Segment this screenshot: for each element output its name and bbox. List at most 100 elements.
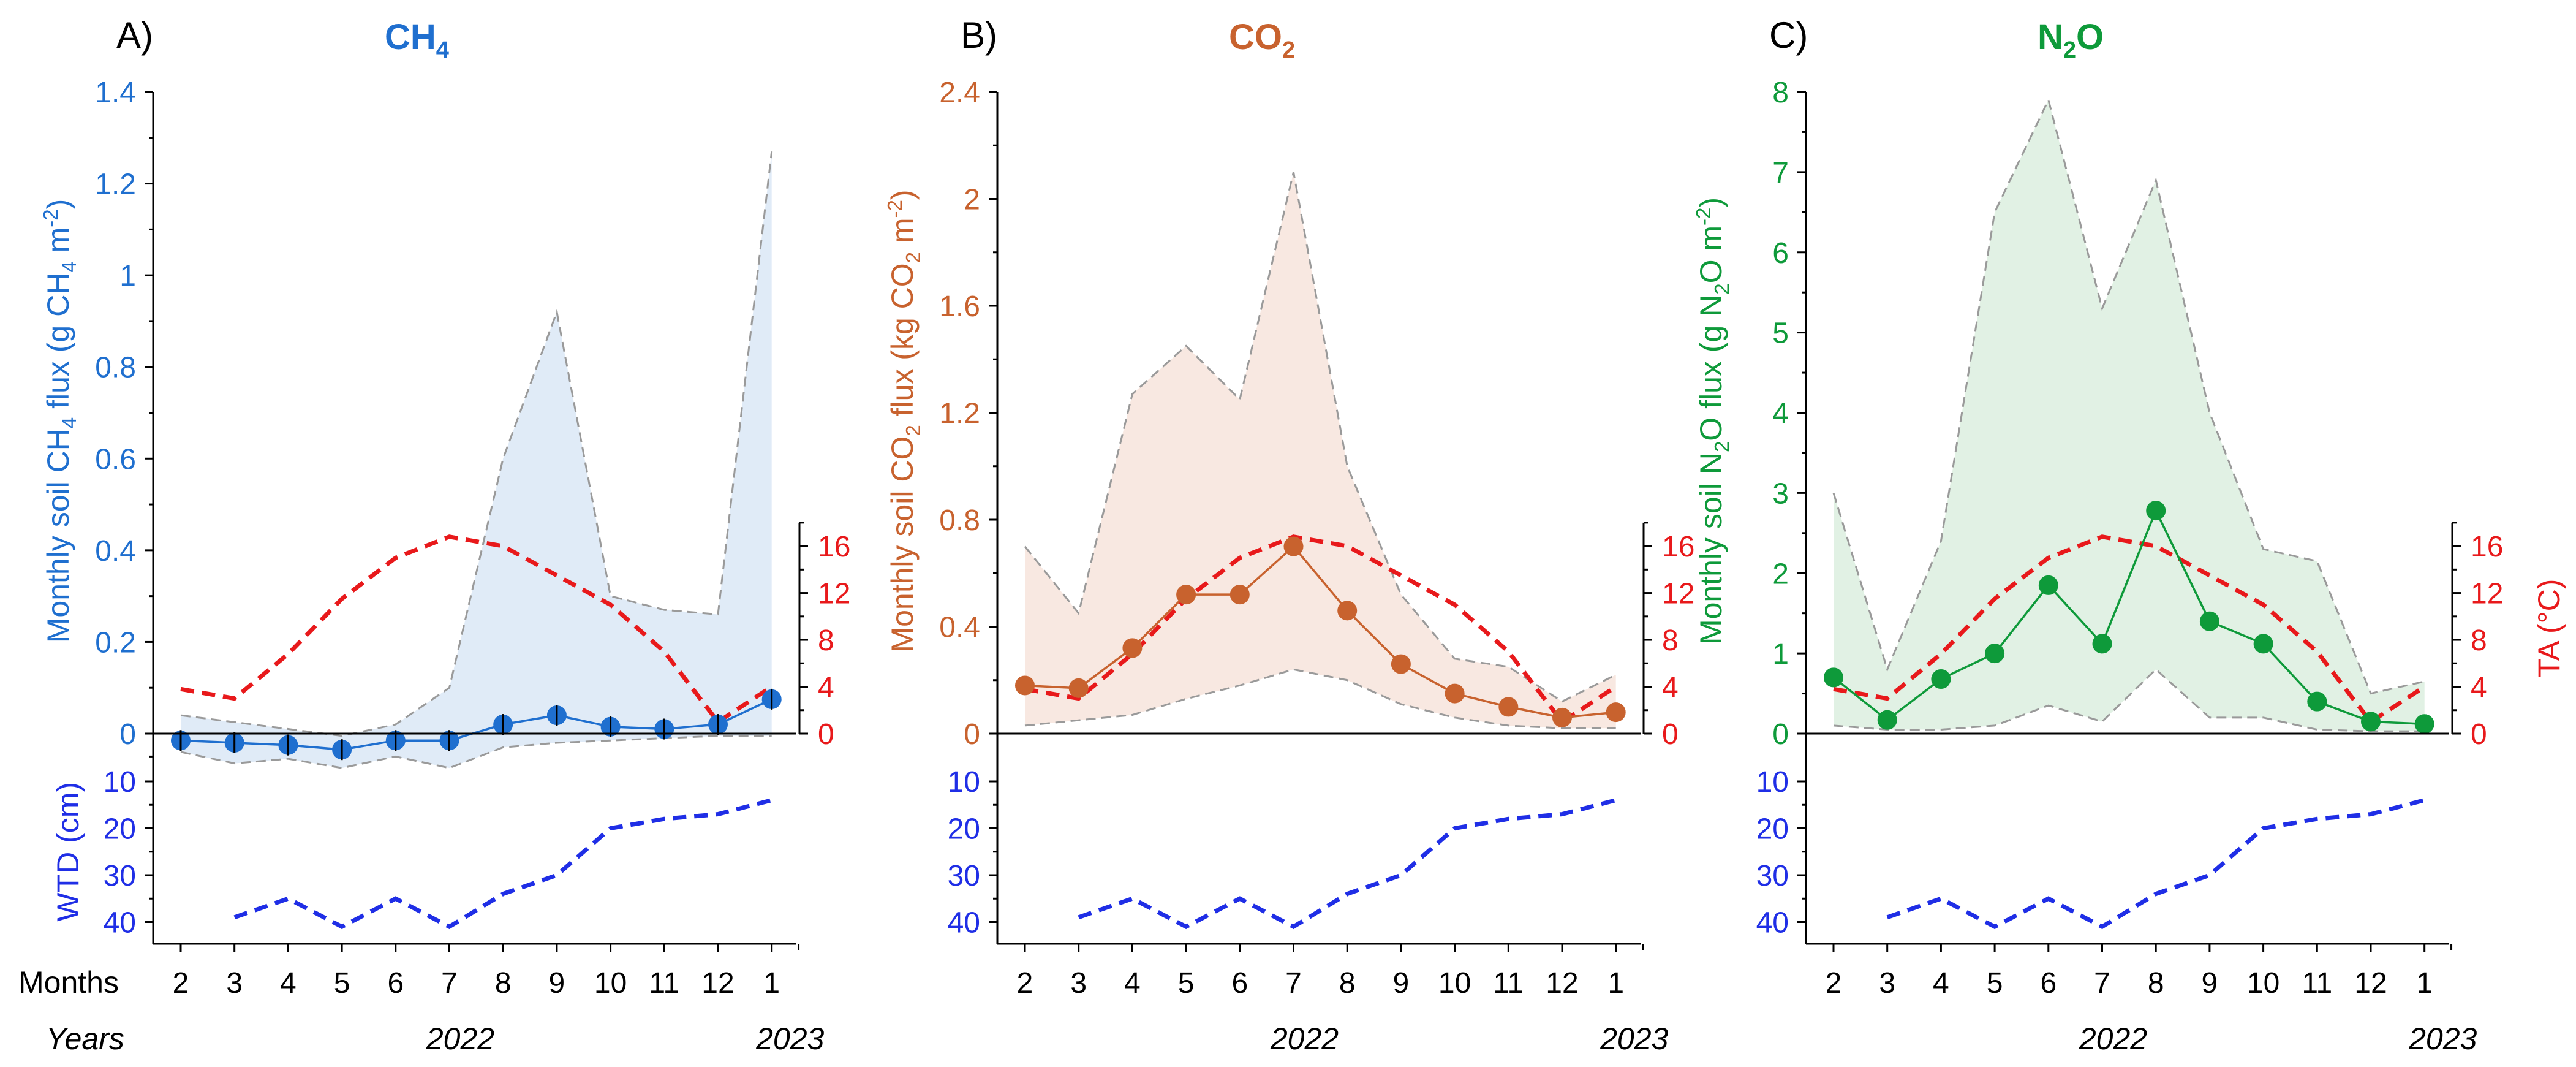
month-label: 2 — [173, 967, 189, 1000]
flux-point — [1498, 697, 1519, 717]
ylabel-text: ) — [1694, 197, 1728, 208]
month-label: 7 — [441, 967, 458, 1000]
flux-point — [2414, 714, 2434, 734]
month-label: 11 — [649, 967, 679, 1000]
ta-tick-label: 4 — [818, 672, 834, 704]
flux-point — [1283, 536, 1304, 556]
wtd-tick-label: 20 — [104, 813, 136, 846]
year-label-2022: 2022 — [2079, 1022, 2147, 1056]
y-tick-label: 0.6 — [95, 443, 136, 476]
y-tick-label: 0.4 — [95, 535, 136, 568]
ylabel-superscript: -2 — [39, 209, 62, 227]
month-label: 10 — [2247, 967, 2279, 1000]
ta-axis-title: TA (°C) — [2532, 579, 2566, 678]
lower-bound-line — [1833, 668, 2425, 732]
ta-tick-label: 16 — [1662, 531, 1694, 563]
wtd-line — [1886, 798, 2425, 930]
month-label: 3 — [1070, 967, 1087, 1000]
ta-tick-label: 8 — [1662, 625, 1679, 657]
month-label: 12 — [2354, 967, 2387, 1000]
title-text: N — [2038, 17, 2063, 57]
y-tick-label: 4 — [1772, 398, 1789, 430]
month-label: 3 — [1879, 967, 1895, 1000]
month-label: 1 — [2416, 967, 2433, 1000]
title-text: CH — [385, 17, 436, 57]
y-tick-label: 1.6 — [939, 290, 980, 323]
ylabel-text: ) — [885, 189, 920, 200]
ta-line — [1024, 534, 1617, 725]
flux-point — [1068, 678, 1089, 698]
ylabel-subscript: 2 — [902, 425, 924, 436]
month-label: 4 — [1933, 967, 1949, 1000]
month-label: 1 — [763, 967, 780, 1000]
lower-bound-line — [180, 735, 772, 769]
year-label-2023: 2023 — [755, 1022, 824, 1056]
uncertainty-band — [1834, 100, 2425, 732]
wtd-tick-label: 40 — [1756, 907, 1789, 940]
y-tick-label: 1.2 — [939, 398, 980, 430]
wtd-tick-label: 20 — [948, 813, 980, 846]
title-text: O — [2076, 17, 2104, 57]
wtd-tick-label: 40 — [948, 907, 980, 940]
ylabel-text: m — [41, 227, 75, 262]
y-tick-label: 1.2 — [95, 169, 136, 201]
y-tick-label: 3 — [1772, 477, 1789, 510]
y-tick-label: 8 — [1772, 77, 1789, 109]
ta-tick-label: 12 — [1662, 578, 1694, 610]
y-tick-label: 1 — [119, 260, 136, 292]
ylabel-text: O flux (g N — [1694, 295, 1728, 441]
ta-tick-label: 12 — [2471, 578, 2503, 610]
month-label: 6 — [387, 967, 404, 1000]
flux-point — [2199, 611, 2219, 631]
wtd-tick-label: 30 — [948, 860, 980, 892]
month-label: 1 — [1607, 967, 1624, 1000]
y-tick-label: 6 — [1772, 237, 1789, 270]
flux-point — [1445, 683, 1465, 704]
year-label-2023: 2023 — [1600, 1022, 1668, 1056]
year-label-2022: 2022 — [1270, 1022, 1339, 1056]
month-label: 10 — [1438, 967, 1471, 1000]
ta-line — [180, 534, 773, 725]
ylabel-text: O m — [1694, 226, 1728, 283]
flux-point — [1015, 675, 1035, 696]
month-label: 12 — [1546, 967, 1578, 1000]
flux-point — [1931, 669, 1951, 689]
month-label: 12 — [701, 967, 734, 1000]
months-row-label: Months — [18, 965, 119, 1000]
upper-bound-line — [1024, 172, 1617, 703]
panel-label: A) — [116, 15, 153, 56]
flux-point — [1337, 601, 1358, 621]
ta-tick-label: 0 — [2471, 718, 2487, 751]
wtd-tick-label: 20 — [1756, 813, 1789, 846]
flux-point — [1606, 702, 1626, 723]
flux-point — [1877, 710, 1897, 730]
flux-point — [2253, 634, 2273, 654]
wtd-tick-label: 10 — [104, 766, 136, 799]
month-label: 4 — [1124, 967, 1141, 1000]
flux-point — [2146, 501, 2166, 521]
month-label: 9 — [2202, 967, 2218, 1000]
ylabel-subscript: 4 — [58, 261, 80, 272]
month-label: 2 — [1826, 967, 1842, 1000]
month-label: 11 — [2302, 967, 2332, 1000]
month-label: 9 — [1393, 967, 1410, 1000]
month-label: 5 — [334, 967, 350, 1000]
wtd-line — [1078, 798, 1617, 930]
flux-point — [1122, 638, 1143, 658]
y-tick-label: 1 — [1772, 638, 1789, 670]
panel-title: CO2 — [1229, 17, 1295, 63]
y-axis-title: Monthly soil N2O flux (g N2O m-2) — [1692, 197, 1733, 645]
month-label: 10 — [594, 967, 627, 1000]
panel-title: N2O — [2038, 17, 2104, 63]
flux-point — [1391, 654, 1411, 674]
flux-point — [2307, 691, 2327, 712]
month-label: 6 — [2040, 967, 2057, 1000]
wtd-tick-label: 10 — [948, 766, 980, 799]
ta-tick-label: 4 — [1662, 672, 1679, 704]
y-tick-label: 1.4 — [95, 77, 136, 109]
ylabel-superscript: -2 — [1692, 208, 1715, 226]
lower-bound-line — [1024, 668, 1616, 729]
